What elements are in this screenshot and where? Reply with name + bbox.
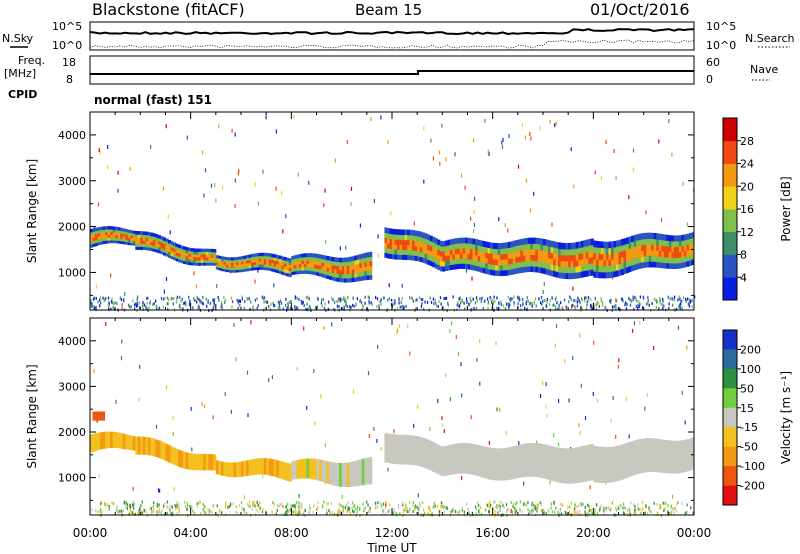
y-axis-label: Slant Range [km] bbox=[25, 159, 39, 263]
colorbar-swatch bbox=[723, 330, 737, 350]
colorbar-swatch bbox=[723, 407, 737, 428]
nave-label: Nave bbox=[750, 63, 778, 76]
colorbar-swatch bbox=[723, 277, 737, 301]
colorbar-tick-label: -15 bbox=[740, 421, 758, 434]
colorbar-tick-label: 50 bbox=[740, 382, 754, 395]
x-axis-label: Time UT bbox=[366, 541, 417, 554]
noise-tick-right-top: 10^5 bbox=[706, 20, 736, 33]
colorbar-tick-label: 24 bbox=[740, 158, 754, 171]
colorbar-swatch bbox=[723, 186, 737, 210]
cpid-value: normal (fast) 151 bbox=[94, 93, 212, 107]
nave-tick-bottom: 0 bbox=[706, 73, 713, 86]
colorbar-swatch bbox=[723, 163, 737, 187]
beam-title: Beam 15 bbox=[355, 1, 422, 19]
nsearch-label: N.Search bbox=[745, 32, 795, 45]
freq-panel: Freq. [MHz] 18 8 60 0 Nave CPID normal (… bbox=[4, 54, 778, 107]
colorbar-tick-label: 8 bbox=[740, 249, 747, 262]
x-tick-label: 20:00 bbox=[576, 526, 611, 540]
colorbar-swatch bbox=[723, 388, 737, 408]
colorbar-swatch bbox=[723, 118, 737, 142]
colorbar-tick-label: 15 bbox=[740, 402, 754, 415]
y-tick-label: 4000 bbox=[58, 335, 86, 348]
noise-tick-left-bottom: 10^0 bbox=[52, 39, 82, 52]
noise-tick-right-bottom: 10^0 bbox=[706, 39, 736, 52]
x-tick-label: 04:00 bbox=[173, 526, 208, 540]
freq-tick-bottom: 8 bbox=[66, 73, 73, 86]
colorbar-swatch bbox=[723, 349, 737, 370]
y-tick-label: 4000 bbox=[58, 129, 86, 142]
colorbar-label: Power [dB] bbox=[779, 176, 793, 241]
date-title: 01/Oct/2016 bbox=[590, 0, 690, 19]
nsky-trace bbox=[89, 28, 695, 36]
y-tick-label: 2000 bbox=[58, 426, 86, 439]
colorbar-tick-label: 100 bbox=[740, 363, 761, 376]
colorbar-swatch bbox=[723, 466, 737, 486]
colorbar-tick-label: 20 bbox=[740, 180, 754, 193]
nave-tick-top: 60 bbox=[706, 56, 720, 69]
freq-unit: [MHz] bbox=[4, 67, 36, 80]
freq-trace bbox=[90, 70, 694, 75]
y-tick-label: 2000 bbox=[58, 221, 86, 234]
x-tick-label: 00:00 bbox=[677, 526, 712, 540]
colorbar-swatch bbox=[723, 368, 737, 389]
nsearch-trace bbox=[89, 39, 695, 49]
velocity-colorbar: 200 100 50 15 -15 -50 -100 -200 Velocity [m s⁻¹] bbox=[722, 329, 793, 506]
y-tick-label: 3000 bbox=[58, 175, 86, 188]
colorbar-tick-label: 12 bbox=[740, 226, 754, 239]
colorbar-tick-label: 200 bbox=[740, 343, 761, 356]
power-panel: 1000 2000 3000 4000 Slant Range [km] bbox=[25, 111, 696, 313]
x-tick-label: 00:00 bbox=[73, 526, 108, 540]
colorbar-tick-label: -100 bbox=[740, 460, 765, 473]
colorbar-swatch bbox=[723, 140, 737, 164]
velocity-panel: 1000 2000 3000 4000 Slant Range [km] bbox=[25, 317, 695, 518]
y-tick-label: 1000 bbox=[58, 266, 86, 279]
noise-tick-left-top: 10^5 bbox=[52, 20, 82, 33]
colorbar-tick-label: -200 bbox=[740, 480, 765, 493]
cpid-label: CPID bbox=[8, 88, 37, 101]
colorbar-swatch bbox=[723, 427, 737, 447]
freq-label: Freq. bbox=[18, 54, 45, 67]
colorbar-swatch bbox=[723, 485, 737, 506]
colorbar-tick-label: 28 bbox=[740, 135, 754, 148]
colorbar-tick-label: 16 bbox=[740, 203, 754, 216]
station-title: Blackstone (fitACF) bbox=[92, 0, 245, 19]
x-tick-label: 08:00 bbox=[274, 526, 309, 540]
colorbar-tick-label: 4 bbox=[740, 271, 747, 284]
freq-tick-top: 18 bbox=[62, 56, 76, 69]
noise-panel: N.Sky N.Search 10^5 10^0 10^5 10^0 bbox=[2, 20, 795, 52]
colorbar-swatch bbox=[723, 446, 737, 467]
x-tick-label: 12:00 bbox=[375, 526, 410, 540]
y-axis-label: Slant Range [km] bbox=[25, 364, 39, 468]
colorbar-swatch bbox=[723, 209, 737, 233]
power-colorbar: 4 8 12 16 20 24 28 Power [dB] bbox=[722, 117, 793, 301]
y-tick-label: 3000 bbox=[58, 380, 86, 393]
x-axis: 00:00 04:00 08:00 12:00 16:00 20:00 00:00 bbox=[73, 526, 712, 540]
y-tick-label: 1000 bbox=[58, 472, 86, 485]
colorbar-swatch bbox=[723, 254, 737, 278]
colorbar-tick-label: -50 bbox=[740, 441, 758, 454]
nsky-label: N.Sky bbox=[2, 32, 34, 45]
colorbar-label: Velocity [m s⁻¹] bbox=[779, 371, 793, 464]
x-tick-label: 16:00 bbox=[475, 526, 510, 540]
colorbar-swatch bbox=[723, 231, 737, 255]
